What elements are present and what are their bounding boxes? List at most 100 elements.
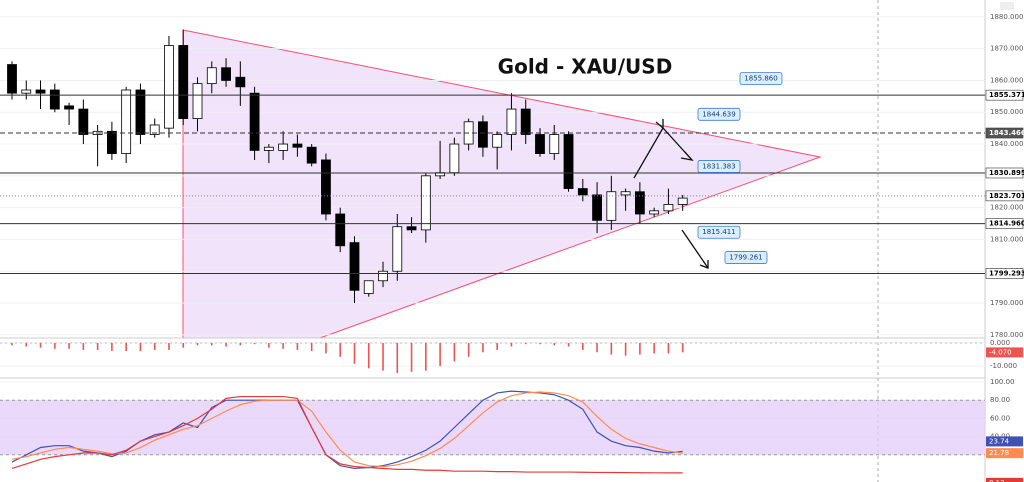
histogram-bar xyxy=(96,343,99,350)
histogram-bar xyxy=(125,343,127,352)
candle-body xyxy=(349,242,360,291)
candle-body xyxy=(577,188,588,196)
candle-body xyxy=(335,213,346,247)
histogram-bar xyxy=(367,343,370,369)
callout xyxy=(697,225,741,239)
y-tick-label: 1860.000 xyxy=(990,76,1023,84)
last-value-box xyxy=(986,436,1023,447)
y-tick-label: 80.00 xyxy=(990,396,1010,404)
candle-body xyxy=(478,121,488,148)
triangle-fill xyxy=(183,30,820,338)
histogram-bar xyxy=(82,343,85,350)
candle-body xyxy=(64,105,74,110)
callout xyxy=(697,107,741,121)
candle-body xyxy=(278,143,289,151)
y-tick-label: -10.000 xyxy=(990,362,1017,370)
histogram-bar xyxy=(439,343,441,367)
candle-body xyxy=(492,134,503,148)
stoch-line xyxy=(11,395,683,474)
candle-body xyxy=(420,175,431,231)
price-level-label: 1823.701 xyxy=(989,192,1024,200)
last-value-box xyxy=(986,477,1023,482)
histogram-bar xyxy=(153,343,156,350)
histogram-bar xyxy=(681,343,684,353)
candle-body xyxy=(35,89,46,94)
stoch-band xyxy=(0,400,985,455)
histogram-bar xyxy=(25,343,28,347)
settings-icon[interactable] xyxy=(1000,2,1014,10)
y-tick-label: 1870.000 xyxy=(990,45,1023,53)
callout-label: 1855.860 xyxy=(744,75,777,83)
price-level-box xyxy=(985,190,1024,202)
y-tick-label: 1840.000 xyxy=(990,140,1023,148)
candle-body xyxy=(592,194,602,221)
price-level-box xyxy=(985,268,1024,279)
candle-body xyxy=(78,108,89,135)
callout-label: 1831.383 xyxy=(702,162,735,170)
candle-body xyxy=(406,226,417,231)
candle-body xyxy=(677,197,688,205)
price-level-label: 1855.371 xyxy=(989,91,1024,99)
price-level-label: 1799.293 xyxy=(989,269,1024,277)
candle-body xyxy=(634,191,645,215)
last-value-label: 0.13 xyxy=(989,479,1005,482)
y-tick-label: 60.00 xyxy=(990,414,1010,422)
histogram-bar xyxy=(296,343,299,350)
candle-body xyxy=(563,134,574,189)
callout-label: 1799.261 xyxy=(729,254,762,262)
histogram-bar xyxy=(68,343,70,349)
histogram-bar xyxy=(539,343,541,345)
histogram-bar xyxy=(268,343,270,348)
price-level-box xyxy=(985,218,1024,229)
histogram-bar xyxy=(624,343,627,356)
last-value-label: -4.070 xyxy=(989,348,1012,356)
candle-body xyxy=(249,92,260,151)
stoch-line xyxy=(11,391,683,468)
y-tick-label: 1790.000 xyxy=(990,299,1023,307)
candle-body xyxy=(506,108,517,135)
histogram-bar xyxy=(667,343,670,354)
y-tick-label: 100.00 xyxy=(990,378,1015,386)
candle-body xyxy=(178,45,189,120)
histogram-bar xyxy=(253,343,256,345)
y-tick-label: 1880.000 xyxy=(990,13,1023,21)
histogram-bar xyxy=(510,343,513,347)
histogram-bar xyxy=(310,343,313,352)
chart-title: Gold - XAU/USD xyxy=(498,55,673,79)
histogram-bar xyxy=(196,343,199,346)
histogram-bar xyxy=(553,343,556,346)
histogram-bar xyxy=(524,343,527,345)
price-level-label: 1830.895 xyxy=(989,169,1024,177)
histogram-bar xyxy=(225,343,227,347)
last-value-label: 21.78 xyxy=(989,449,1009,457)
arrows xyxy=(633,119,709,269)
histogram-bar xyxy=(482,343,484,353)
candle-body xyxy=(449,143,460,174)
candle-body xyxy=(106,130,117,154)
plot: 1880.000 1870.000 1860.000 1850.000 1840.000… xyxy=(0,13,1024,482)
histogram-bar xyxy=(239,343,242,346)
callout-label: 1844.639 xyxy=(702,110,735,118)
histogram-bar xyxy=(210,343,213,346)
histogram-bar xyxy=(410,343,413,372)
y-tick-label: 1780.000 xyxy=(990,331,1023,339)
histogram-bar xyxy=(496,343,498,350)
triangle-pattern xyxy=(182,29,822,339)
candle-body xyxy=(292,143,303,148)
candle-body xyxy=(263,146,274,151)
candle-body xyxy=(121,89,132,154)
histogram-bar xyxy=(339,343,342,357)
candle-body xyxy=(149,124,160,135)
candle-body xyxy=(235,76,246,88)
histogram-bar xyxy=(168,343,170,350)
last-value-box xyxy=(986,448,1023,459)
histogram-bar xyxy=(610,343,613,355)
histogram-bar xyxy=(39,343,42,348)
candle-body xyxy=(321,159,331,215)
histogram-bar xyxy=(54,343,56,349)
callout xyxy=(697,160,741,173)
y-tick-label: 1850.000 xyxy=(990,108,1023,116)
candle-body xyxy=(520,108,531,135)
stoch-line xyxy=(11,390,683,470)
histogram-bar xyxy=(425,343,427,371)
